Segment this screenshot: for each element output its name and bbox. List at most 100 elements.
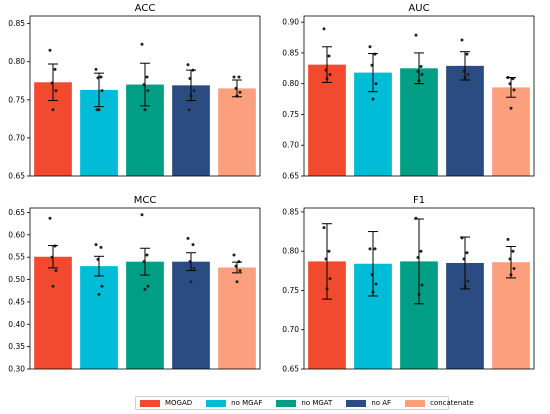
- legend-swatch: [140, 399, 160, 407]
- data-point: [327, 249, 331, 253]
- data-point: [373, 247, 377, 251]
- y-tick-label: 0.65: [8, 172, 25, 181]
- data-point: [140, 42, 144, 46]
- legend-label: concatenate: [430, 399, 474, 407]
- chart-title: AUC: [408, 3, 429, 14]
- y-tick-label: 0.80: [282, 247, 299, 256]
- data-point: [95, 108, 99, 112]
- data-point: [143, 108, 147, 112]
- bar-no-mgat: [400, 68, 438, 176]
- y-tick-label: 0.45: [8, 297, 25, 306]
- bar-concatenate: [492, 87, 530, 176]
- bar-concatenate: [218, 267, 256, 369]
- data-point: [54, 269, 58, 273]
- legend-swatch: [206, 399, 227, 407]
- y-tick-label: 0.30: [8, 365, 25, 374]
- legend-label: no MGAF: [231, 399, 263, 407]
- data-point: [460, 38, 464, 42]
- data-point: [511, 249, 515, 253]
- data-point: [328, 72, 332, 76]
- data-point: [374, 82, 378, 86]
- data-point: [322, 226, 326, 230]
- legend-swatch: [405, 399, 426, 407]
- y-tick-label: 0.65: [282, 172, 299, 181]
- legend-item-no-mgaf: no MGAF: [206, 399, 262, 407]
- bar-no-af: [446, 65, 484, 176]
- legend-label: no MGAT: [301, 399, 333, 407]
- y-tick-label: 0.40: [8, 320, 25, 329]
- y-tick-label: 0.80: [282, 79, 299, 88]
- y-tick-label: 0.75: [8, 95, 25, 104]
- bar-no-af: [172, 261, 210, 369]
- data-point: [512, 266, 516, 270]
- data-point: [374, 282, 378, 286]
- y-tick-label: 0.50: [8, 275, 25, 284]
- data-point: [97, 292, 101, 296]
- y-tick-label: 0.90: [282, 18, 299, 27]
- data-point: [371, 97, 375, 101]
- data-point: [51, 284, 55, 288]
- data-point: [238, 90, 242, 94]
- data-point: [327, 54, 331, 58]
- chart-title: ACC: [135, 3, 156, 14]
- data-point: [420, 72, 424, 76]
- legend-item-no-af: no AF: [346, 399, 391, 407]
- data-point: [94, 67, 98, 71]
- data-point: [237, 75, 241, 79]
- data-point: [420, 283, 424, 287]
- data-point: [466, 72, 470, 76]
- data-point: [145, 253, 149, 257]
- data-point: [145, 75, 149, 79]
- legend-swatch: [276, 399, 297, 407]
- data-point: [322, 27, 326, 31]
- data-point: [232, 75, 236, 79]
- chart-panel-auc: AUC 0.65 0.70 0.75 0.80 0.85 0.90: [282, 3, 535, 181]
- data-point: [368, 45, 372, 49]
- data-point: [48, 216, 52, 220]
- data-point: [328, 277, 332, 281]
- bar-concatenate: [218, 88, 256, 176]
- chart-panel-f1: F1 0.65 0.70 0.75 0.80 0.85: [282, 195, 535, 374]
- data-point: [465, 251, 469, 255]
- legend-item-mogad: MOGAD: [140, 399, 192, 407]
- data-point: [143, 287, 147, 291]
- data-point: [99, 245, 103, 249]
- data-point: [186, 236, 190, 240]
- bar-mogad: [34, 256, 72, 369]
- data-point: [140, 213, 144, 217]
- y-tick-label: 0.85: [282, 207, 299, 216]
- y-tick-label: 0.70: [282, 325, 299, 334]
- data-point: [506, 237, 510, 241]
- data-point: [192, 89, 196, 93]
- data-point: [191, 243, 195, 247]
- data-point: [94, 243, 98, 247]
- bar-no-mgat: [126, 261, 164, 369]
- y-tick-label: 0.70: [8, 133, 25, 142]
- data-point: [192, 266, 196, 270]
- data-point: [414, 33, 418, 37]
- y-tick-label: 0.65: [282, 365, 299, 374]
- data-point: [100, 284, 104, 288]
- legend-item-concatenate: concatenate: [405, 399, 474, 407]
- data-point: [232, 253, 236, 257]
- data-point: [419, 249, 423, 253]
- y-tick-label: 0.80: [8, 57, 25, 66]
- data-point: [186, 63, 190, 67]
- chart-title: F1: [413, 195, 425, 206]
- data-point: [146, 284, 150, 288]
- data-point: [189, 280, 193, 284]
- bar-no-mgaf: [80, 266, 118, 369]
- y-tick-label: 0.70: [282, 141, 299, 150]
- data-point: [235, 280, 239, 284]
- data-point: [419, 64, 423, 68]
- y-tick-label: 0.60: [8, 230, 25, 239]
- data-point: [238, 269, 242, 273]
- data-point: [466, 279, 470, 283]
- legend: MOGAD no MGAF no MGAT no AF concatenate: [135, 396, 474, 410]
- data-point: [465, 52, 469, 56]
- data-point: [146, 89, 150, 93]
- data-point: [51, 108, 55, 112]
- axes-frame: [303, 15, 535, 177]
- data-point: [48, 48, 52, 52]
- axes-frame: [29, 207, 261, 370]
